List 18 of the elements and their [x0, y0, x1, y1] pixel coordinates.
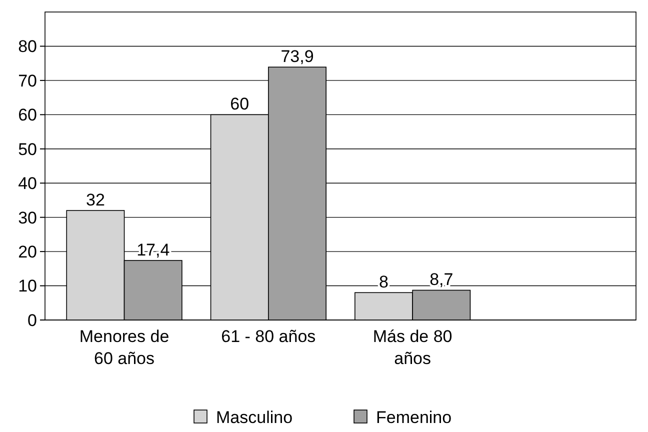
y-tick-label: 30 — [18, 208, 37, 228]
x-tick-label: Menores de 60 años — [79, 327, 170, 368]
y-tick-label: 10 — [18, 276, 37, 296]
y-tick-label: 50 — [18, 140, 37, 159]
data-label: 8,7 — [430, 270, 454, 290]
y-tick-label: 80 — [18, 37, 37, 56]
data-label: 60 — [230, 94, 250, 114]
legend-label: Femenino — [376, 408, 452, 427]
x-tick-label: 61 - 80 años — [221, 327, 316, 346]
y-tick-label: 20 — [18, 242, 37, 262]
legend-label: Masculino — [216, 408, 293, 427]
y-tick-label: 0 — [28, 310, 37, 330]
data-label: 32 — [86, 190, 105, 210]
y-tick-label: 70 — [18, 71, 37, 90]
y-tick-label: 60 — [18, 106, 37, 125]
x-tick-label: Más de 80 años — [372, 327, 452, 368]
y-tick-label: 40 — [18, 174, 37, 194]
data-label: 73,9 — [280, 47, 314, 66]
